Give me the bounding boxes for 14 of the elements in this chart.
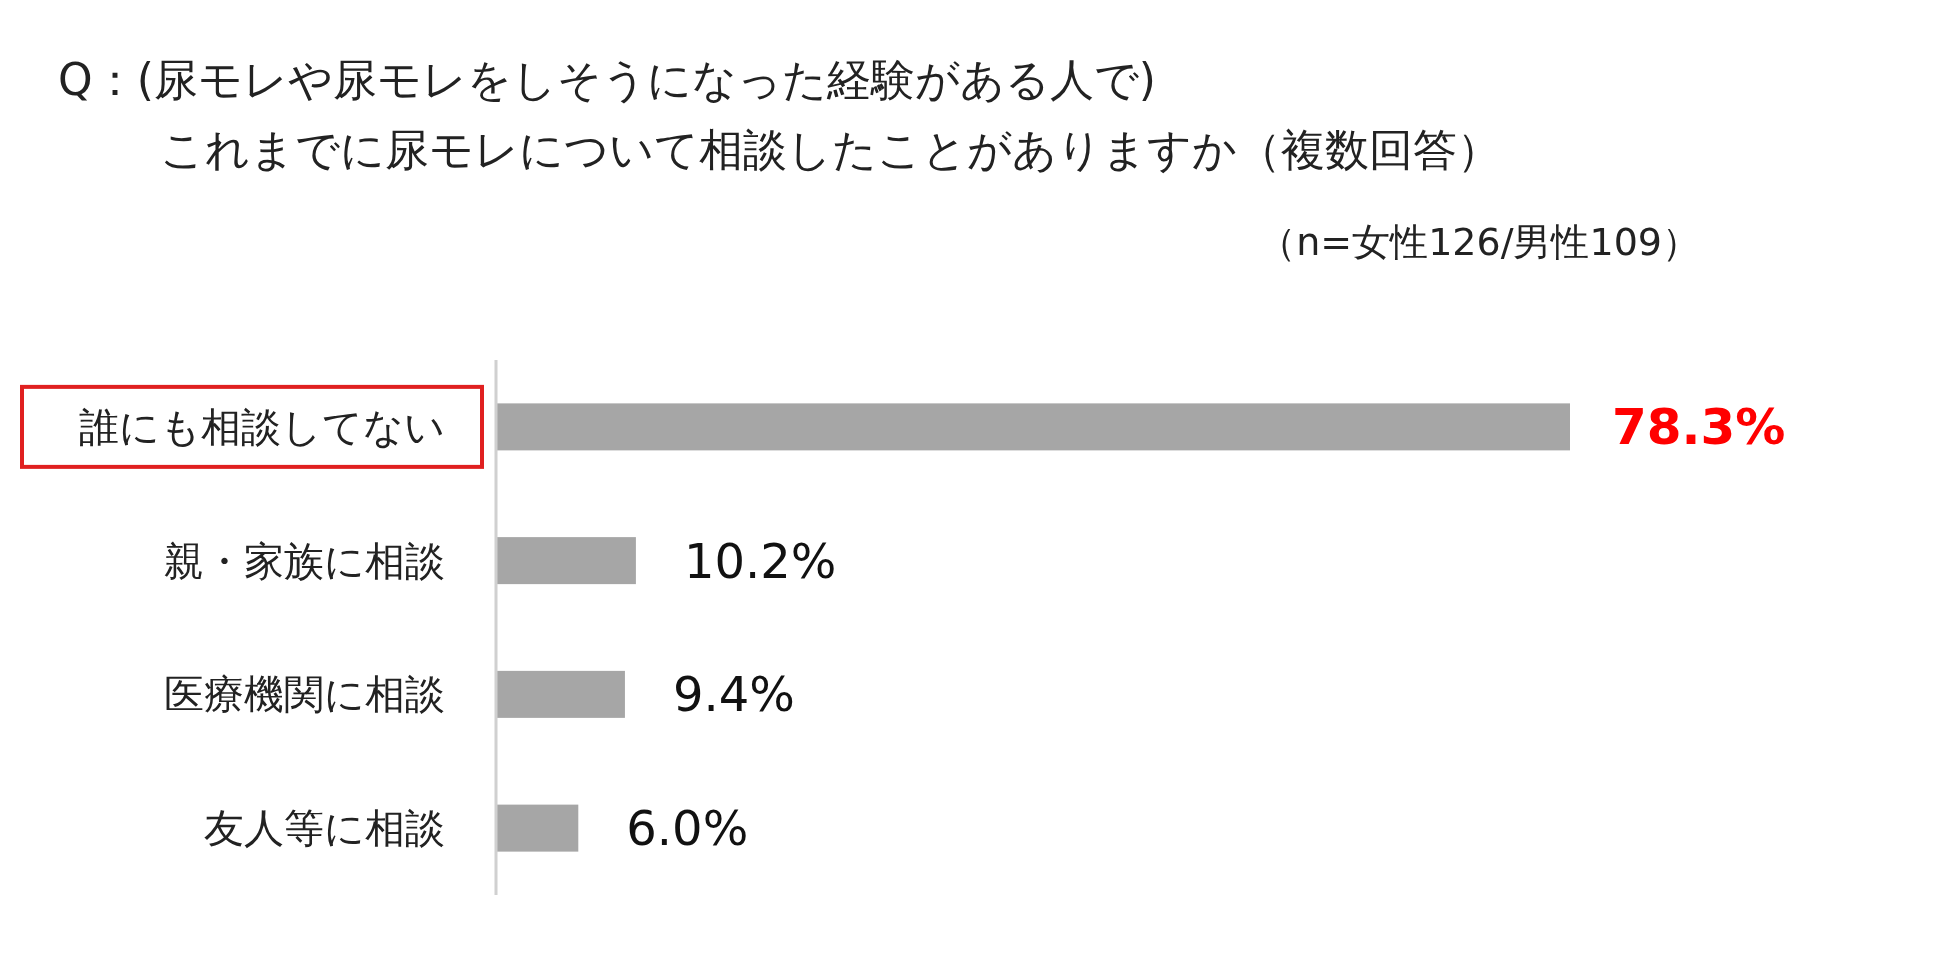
y-tick-label: 友人等に相談	[204, 805, 445, 852]
bar	[496, 537, 636, 585]
bar	[496, 670, 625, 718]
chart-title: Q：(尿モレや尿モレをしそうになった経験がある人で) これまでに尿モレについて相談したことがありますか（複数回答）	[58, 54, 1501, 175]
chart-subtitle: （n=女性126/男性109）	[1258, 220, 1700, 264]
data-label: 78.3%	[1612, 397, 1786, 456]
data-label: 6.0%	[626, 800, 749, 857]
bar	[496, 804, 579, 852]
y-tick-label: 誰にも相談してない	[79, 403, 445, 450]
data-label: 9.4%	[672, 666, 795, 723]
data-label: 10.2%	[683, 532, 837, 589]
y-tick-label: 親・家族に相談	[164, 537, 445, 584]
bar	[496, 403, 1570, 451]
y-tick-label: 医療機関に相談	[164, 671, 445, 718]
